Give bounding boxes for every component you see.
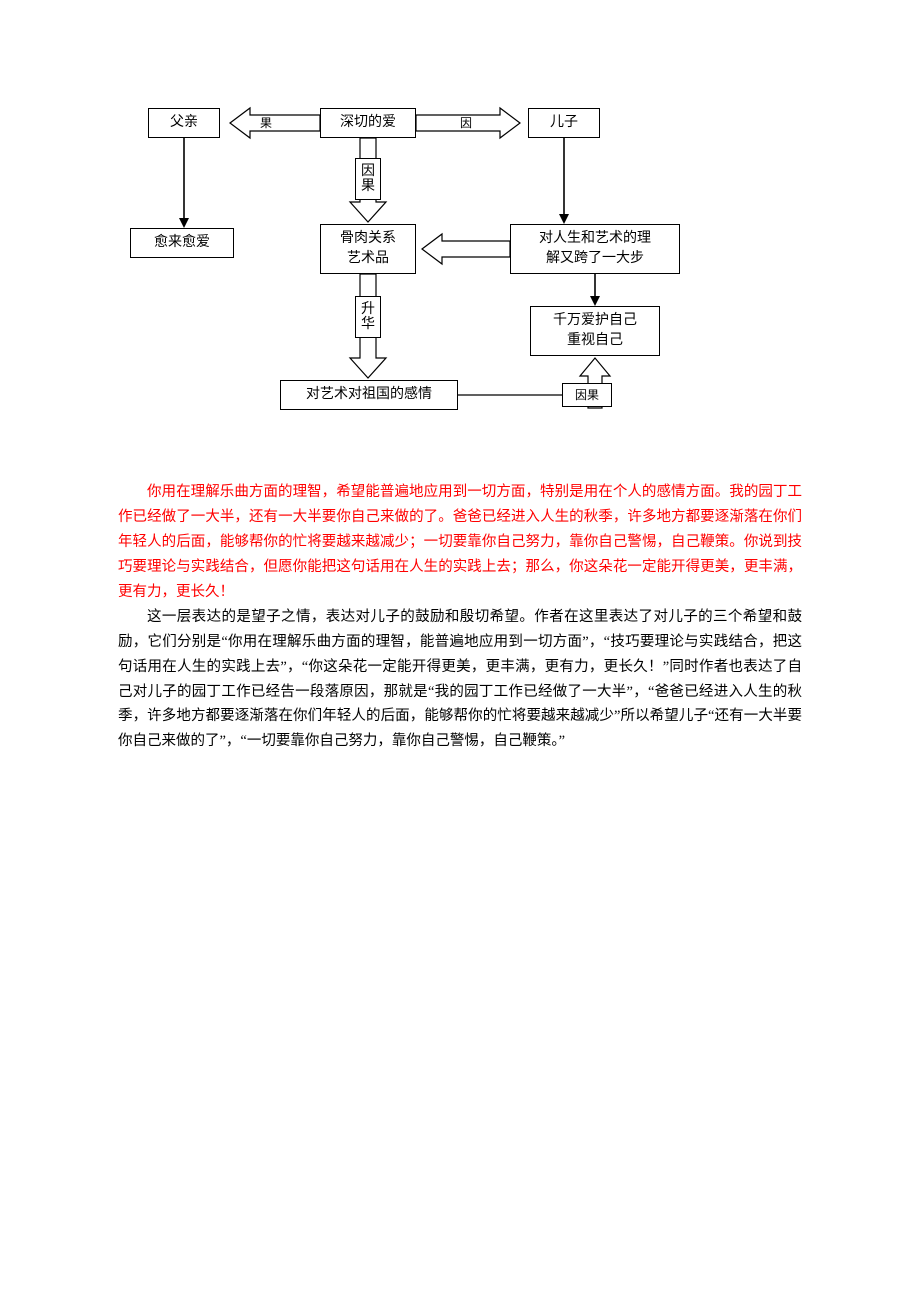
label-yg2: 因果 (562, 383, 612, 407)
diagram-edges (130, 108, 790, 448)
node-bone: 骨肉关系 艺术品 (320, 224, 416, 274)
node-under: 对人生和艺术的理 解又跨了一大步 (510, 224, 680, 274)
node-father: 父亲 (148, 108, 220, 138)
flowchart-diagram: 父亲 深切的爱 儿子 愈来愈爱 骨肉关系 艺术品 对人生和艺术的理 解又跨了一大… (130, 108, 790, 448)
edge-under-self-head (590, 296, 600, 306)
node-art: 对艺术对祖国的感情 (280, 380, 458, 410)
body-text: 你用在理解乐曲方面的理智，希望能普遍地应用到一切方面，特别是用在个人的感情方面。… (118, 480, 802, 754)
node-sh: 升 华 (355, 296, 381, 338)
edge-son-under-head (559, 214, 569, 224)
edge-father-morelove-head (179, 218, 189, 228)
node-yg1: 因 果 (355, 158, 381, 200)
arrow-guo (230, 108, 320, 138)
node-morelove: 愈来愈爱 (130, 228, 234, 258)
arrow-under-bone (422, 234, 510, 264)
node-deeplove: 深切的爱 (320, 108, 416, 138)
node-self: 千万爱护自己 重视自己 (530, 306, 660, 356)
node-son: 儿子 (528, 108, 600, 138)
paragraph-2: 这一层表达的是望子之情，表达对儿子的鼓励和殷切希望。作者在这里表达了对儿子的三个… (118, 605, 802, 755)
label-guo: 果 (260, 116, 272, 130)
label-yin: 因 (460, 116, 472, 130)
paragraph-1: 你用在理解乐曲方面的理智，希望能普遍地应用到一切方面，特别是用在个人的感情方面。… (118, 480, 802, 605)
